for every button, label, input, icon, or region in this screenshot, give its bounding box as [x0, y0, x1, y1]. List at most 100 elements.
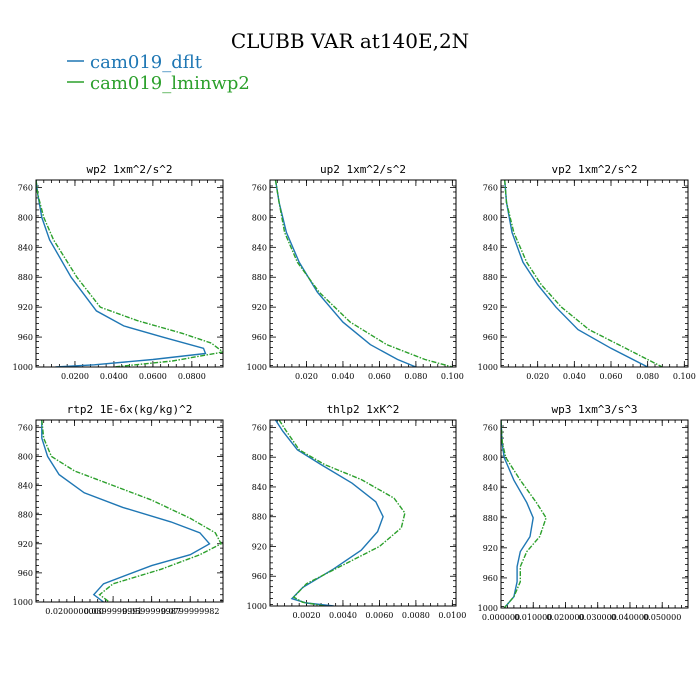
panel-frame: [500, 419, 689, 609]
x-tick-label: 0.080: [636, 372, 659, 381]
y-tick-label: 920: [18, 540, 33, 549]
x-tick-label: 0.0020: [292, 611, 320, 620]
panel-3: vp2 1xm^2/s^2 0.020 0.040 0.060 0.080 0.100 76…: [478, 163, 696, 381]
x-tick-label: 0.080: [404, 372, 427, 381]
y-tick-label: 1000: [247, 602, 267, 611]
y-tick-label: 1000: [478, 363, 498, 372]
x-tick-label: 0.060: [600, 372, 623, 381]
x-tick-label: 0.050000: [643, 613, 681, 622]
y-tick-label: 760: [483, 183, 498, 192]
series-line-cam019_dflt: [504, 180, 649, 367]
panel-1: wp2 1xm^2/s^2 0.0200 0.0400 0.0600 0.0800 760…: [13, 163, 224, 381]
x-tick-label: 0.100: [441, 372, 464, 381]
y-tick-label: 840: [483, 484, 498, 493]
x-tick-label: 0.0600: [139, 372, 167, 381]
x-tick-label: 0.100: [673, 372, 696, 381]
y-tick-label: 760: [18, 183, 33, 192]
y-tick-label: 960: [483, 333, 498, 342]
y-tick-label: 920: [483, 544, 498, 553]
x-tick-label: 0.020000: [546, 613, 584, 622]
y-tick-label: 960: [18, 333, 33, 342]
y-tick-label: 840: [483, 243, 498, 252]
panel-title: up2 1xm^2/s^2: [320, 163, 406, 176]
series-line-cam019_dflt: [41, 420, 211, 602]
panel-title: wp2 1xm^2/s^2: [86, 163, 172, 176]
x-tick-label: 0.020: [526, 372, 549, 381]
y-tick-label: 920: [252, 542, 267, 551]
y-tick-label: 920: [252, 303, 267, 312]
panels: wp2 1xm^2/s^2 0.0200 0.0400 0.0600 0.0800 760…: [13, 163, 696, 622]
y-tick-label: 960: [18, 569, 33, 578]
series-line-cam019_lminwp2: [504, 180, 663, 367]
y-tick-label: 800: [252, 453, 267, 462]
y-tick-label: 760: [252, 423, 267, 432]
series-line-cam019_lminwp2: [278, 420, 406, 606]
y-tick-label: 760: [252, 183, 267, 192]
panel-title: vp2 1xm^2/s^2: [551, 163, 637, 176]
panel-5: thlp2 1xK^2 0.0020 0.0040 0.0060 0.0080 0.010…: [247, 403, 467, 620]
x-tick-label: 0.0060: [365, 611, 393, 620]
y-tick-label: 880: [18, 273, 33, 282]
y-tick-label: 920: [18, 303, 33, 312]
x-tick-label: 0.0399999991: [84, 607, 143, 616]
y-tick-label: 880: [483, 273, 498, 282]
panel-frame: [500, 179, 689, 368]
x-tick-label: 0.0200: [61, 372, 89, 381]
y-tick-label: 840: [18, 482, 33, 491]
series-line-cam019_lminwp2: [274, 180, 453, 367]
series-line-cam019_lminwp2: [501, 420, 547, 608]
x-tick-label: 0.0400: [100, 372, 128, 381]
y-tick-label: 1000: [13, 363, 33, 372]
panel-title: rtp2 1E-6x(kg/kg)^2: [67, 403, 193, 416]
y-tick-label: 1000: [13, 598, 33, 607]
series-line-cam019_lminwp2: [36, 180, 223, 367]
panel-2: up2 1xm^2/s^2 0.020 0.040 0.060 0.080 0.100 76…: [247, 163, 464, 381]
x-tick-label: 0.0800: [178, 372, 206, 381]
y-tick-label: 960: [483, 574, 498, 583]
y-tick-label: 800: [483, 213, 498, 222]
x-tick-label: 0.000000: [482, 613, 520, 622]
series-line-cam019_dflt: [36, 180, 207, 367]
panel-frame: [269, 419, 457, 607]
x-tick-label: 0.0599999987: [122, 607, 181, 616]
panel-frame: [35, 419, 224, 603]
x-tick-label: 0.0040: [329, 611, 357, 620]
y-tick-label: 840: [252, 243, 267, 252]
y-tick-label: 960: [252, 333, 267, 342]
legend: cam019_dflt cam019_lminwp2: [67, 52, 250, 94]
panel-frame: [35, 179, 224, 368]
x-tick-label: 0.040000: [611, 613, 649, 622]
x-tick-label: 0.020: [295, 372, 318, 381]
x-tick-label: 0.010000: [514, 613, 552, 622]
panel-title: wp3 1xm^3/s^3: [551, 403, 637, 416]
panel-6: wp3 1xm^3/s^30.0000000.0100000.0200000.0…: [478, 403, 689, 622]
x-tick-label: 0.060: [368, 372, 391, 381]
panel-frame: [269, 179, 457, 368]
x-tick-label: 0.0200000000: [45, 607, 104, 616]
y-tick-label: 800: [252, 213, 267, 222]
x-tick-label: 0.040: [331, 372, 354, 381]
x-tick-label: 0.030000: [579, 613, 617, 622]
series-line-cam019_lminwp2: [41, 420, 223, 602]
x-tick-label: 0.0100: [438, 611, 466, 620]
panel-4: rtp2 1E-6x(kg/kg)^2 0.02000000000.0399999…: [13, 403, 224, 616]
y-tick-label: 840: [18, 243, 33, 252]
y-tick-label: 880: [483, 514, 498, 523]
y-tick-label: 840: [252, 483, 267, 492]
y-tick-label: 880: [252, 513, 267, 522]
y-tick-label: 800: [18, 452, 33, 461]
y-tick-label: 1000: [247, 363, 267, 372]
y-tick-label: 880: [252, 273, 267, 282]
y-tick-label: 800: [18, 213, 33, 222]
x-tick-label: 0.0080: [402, 611, 430, 620]
y-tick-label: 920: [483, 303, 498, 312]
series-line-cam019_dflt: [501, 420, 534, 608]
x-tick-label: 0.0799999982: [161, 607, 220, 616]
legend-label-dflt: cam019_dflt: [90, 52, 203, 73]
y-tick-label: 1000: [478, 604, 498, 613]
y-tick-label: 960: [252, 572, 267, 581]
panel-title: thlp2 1xK^2: [327, 403, 400, 416]
figure-title: CLUBB VAR at140E,2N: [231, 29, 469, 53]
y-tick-label: 760: [18, 423, 33, 432]
